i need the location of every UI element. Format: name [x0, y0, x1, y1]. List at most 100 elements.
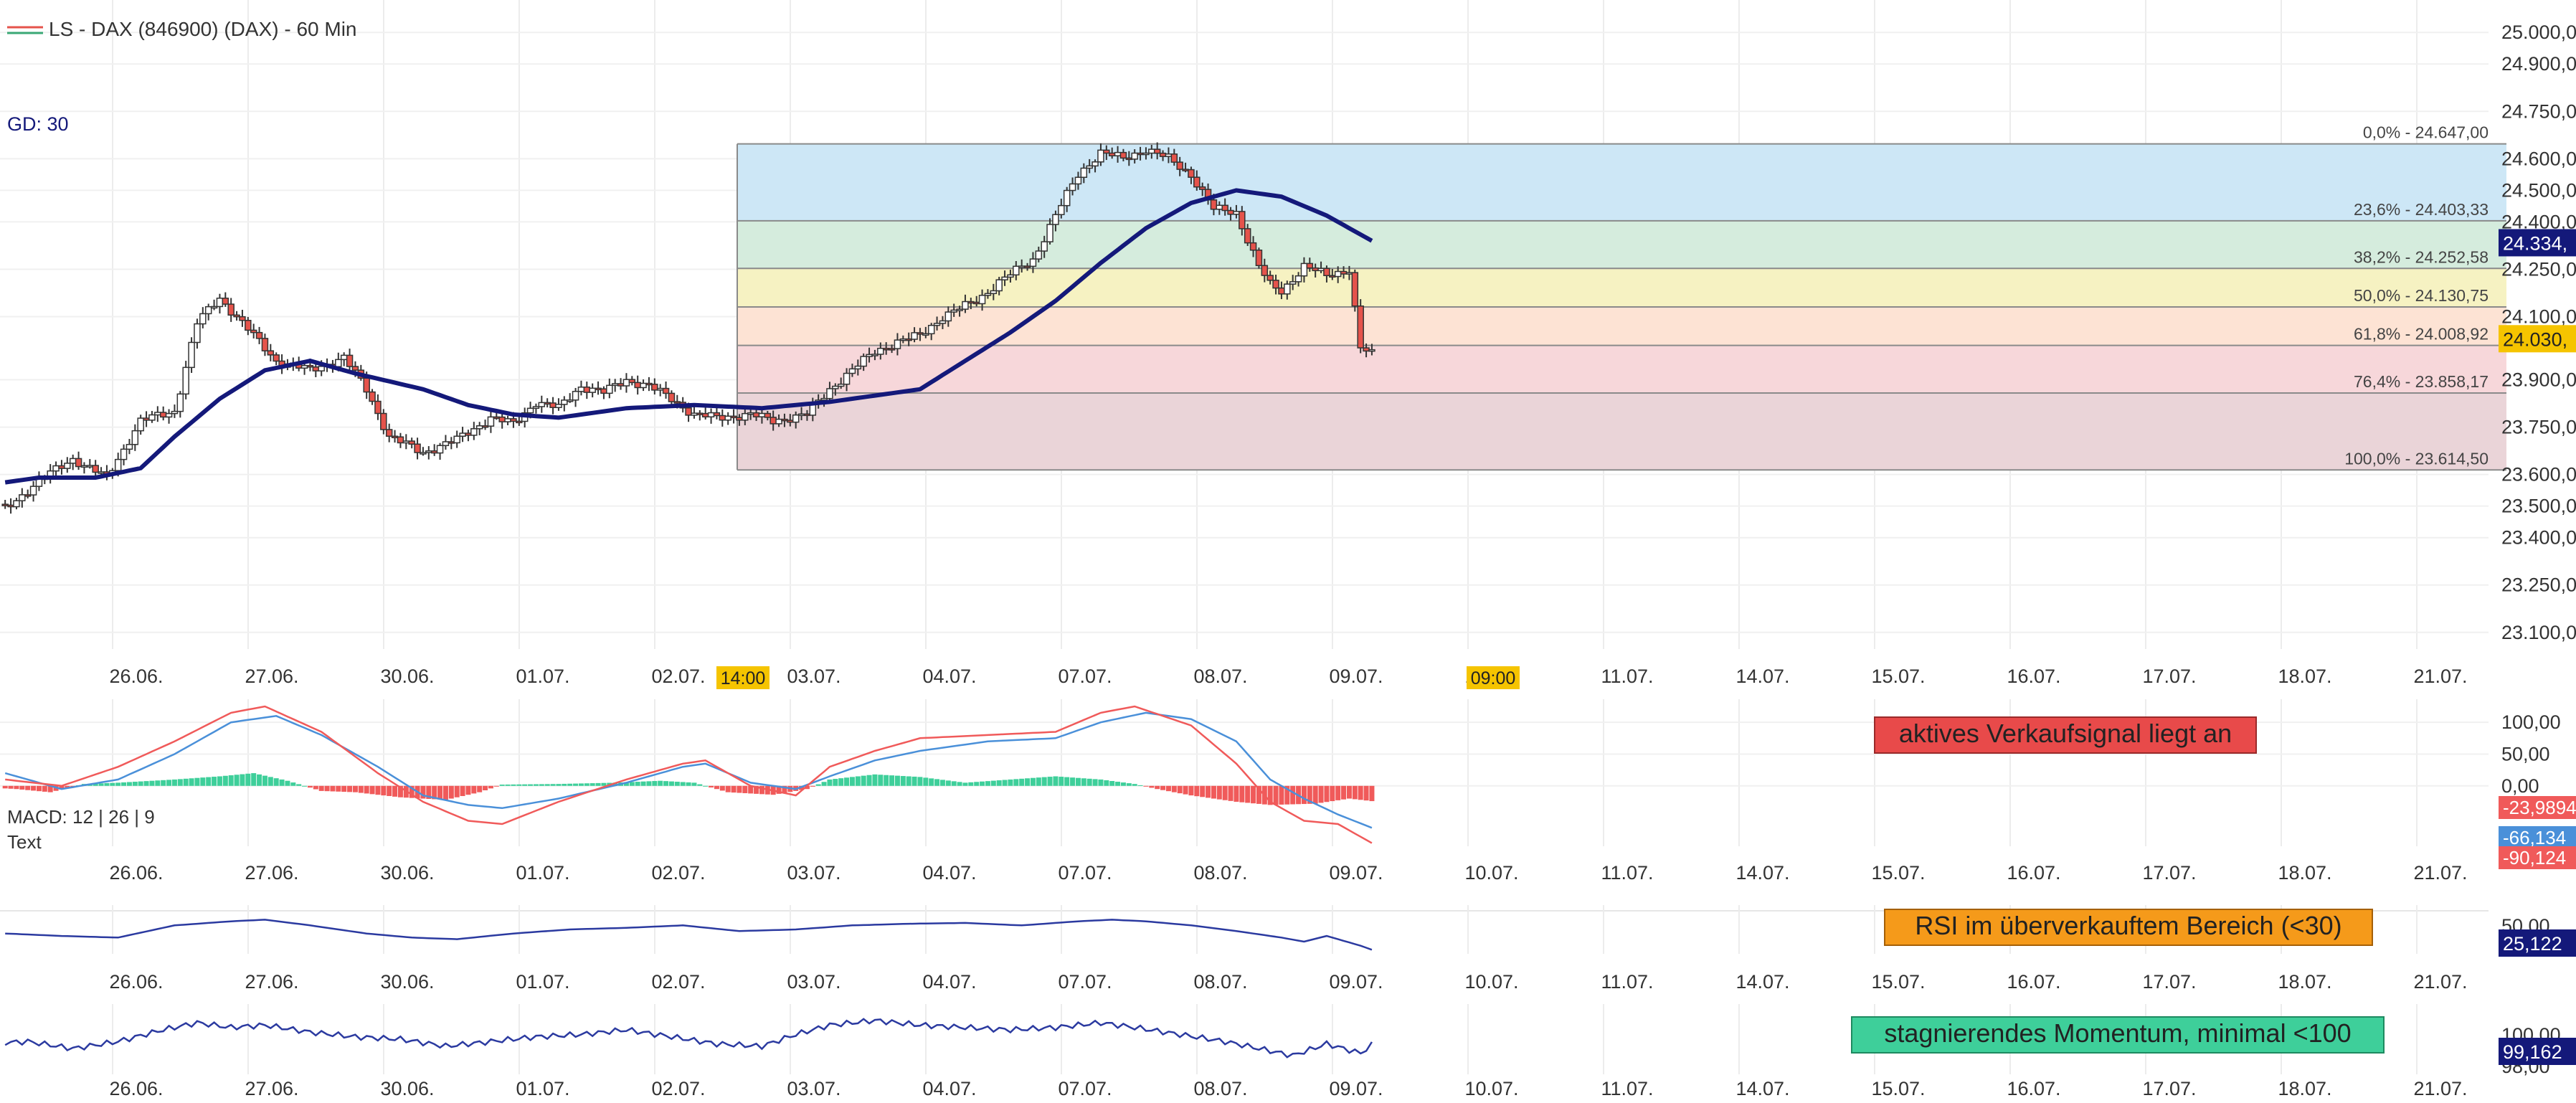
macd-histogram-bar: [838, 778, 844, 786]
candle-body: [1007, 274, 1014, 278]
x-tick-label: 02.07.: [651, 666, 705, 687]
candle-body: [92, 465, 99, 473]
macd-histogram-bar: [1030, 777, 1036, 786]
x-tick-label: 15.07.: [1871, 1078, 1925, 1099]
candle-body: [402, 440, 410, 444]
macd-histogram-bar: [217, 776, 222, 786]
candle-body: [1013, 265, 1020, 276]
candle-body: [414, 443, 421, 453]
x-tick-label: 10.07.: [1464, 971, 1518, 993]
candle-body: [24, 494, 32, 497]
macd-tick-label: 50,00: [2501, 743, 2550, 764]
macd-histogram-bar: [866, 775, 872, 786]
candle-body: [1363, 347, 1370, 352]
candle-body: [662, 387, 670, 394]
macd-histogram-bar: [1171, 785, 1177, 792]
candle-body: [261, 338, 269, 351]
macd-histogram-bar: [1081, 778, 1086, 786]
candle-body: [1092, 161, 1099, 167]
candle-body: [854, 365, 862, 370]
candle-body: [52, 465, 60, 472]
candle-body: [487, 416, 495, 427]
macd-histogram-bar: [59, 785, 65, 790]
candle-body: [1249, 242, 1257, 251]
macd-histogram-bar: [1070, 777, 1076, 786]
macd-histogram-bar: [330, 785, 336, 792]
current-price-text: 24.334,: [2503, 232, 2567, 254]
macd-histogram-bar: [505, 784, 511, 786]
rsi-annotation-text: RSI im überverkauftem Bereich (<30): [1915, 911, 2341, 940]
macd-annotation-text: aktives Verkaufsignal liegt an: [1899, 719, 2232, 748]
macd-value-badge: [2499, 846, 2576, 869]
candle-body: [792, 414, 800, 423]
candle-body: [98, 471, 105, 474]
x-tick-label: 07.07.: [1058, 666, 1112, 687]
macd-histogram-bar: [589, 783, 595, 786]
candle-body: [363, 377, 370, 393]
macd-sublabel: Text: [7, 831, 42, 853]
candle-body: [532, 406, 540, 410]
candle-body: [143, 417, 150, 421]
price-tick-label: 23.900,00: [2501, 369, 2576, 391]
x-tick-label: 10.07.: [1464, 862, 1518, 884]
candle-body: [1261, 265, 1269, 276]
x-tick-label: 01.07.: [516, 666, 569, 687]
macd-histogram-bar: [1330, 785, 1335, 802]
macd-histogram-bar: [629, 782, 635, 786]
macd-value-text: -23,9894: [2503, 797, 2576, 818]
macd-histogram-bar: [1301, 785, 1307, 805]
macd-histogram-bar: [1036, 777, 1041, 786]
macd-histogram-bar: [14, 785, 19, 790]
candle-body: [595, 387, 602, 391]
price-axis: 25.000,00 24.900,00 24.750,00 24.600,00 24.5…: [2499, 22, 2576, 643]
candle-body: [848, 368, 856, 374]
candle-body: [978, 295, 986, 305]
x-tick-label: 18.07.: [2278, 1078, 2331, 1099]
macd-histogram-bar: [810, 785, 815, 787]
macd-histogram-bar: [974, 782, 980, 786]
macd-histogram-bar: [900, 776, 906, 786]
candle-body: [267, 350, 275, 356]
macd-histogram-bar: [387, 785, 392, 796]
macd-histogram-bar: [47, 785, 53, 792]
candle-body: [250, 329, 257, 333]
macd-histogram-bar: [1245, 785, 1251, 803]
macd-histogram-bar: [121, 782, 127, 786]
fib-level-label: 61,8% - 24.008,92: [2354, 325, 2489, 344]
x-tick-label: 21.07.: [2413, 666, 2467, 687]
macd-histogram-bar: [980, 781, 985, 786]
macd-histogram-bar: [1137, 785, 1143, 786]
macd-histogram-bar: [1318, 785, 1324, 803]
macd-histogram-bar: [562, 783, 567, 786]
x-tick-label: 15.07.: [1871, 862, 1925, 884]
candle-body: [1306, 262, 1314, 269]
candle-body: [1018, 265, 1026, 268]
macd-histogram-bar: [194, 777, 200, 786]
momentum-annotation-text: stagnierendes Momentum, minimal <100: [1884, 1018, 2351, 1048]
macd-value-badge: [2499, 826, 2576, 849]
candle-body: [1046, 224, 1053, 242]
candle-body: [1289, 281, 1297, 285]
macd-histogram-bar: [567, 783, 573, 786]
candle-body: [1284, 283, 1291, 295]
macd-histogram-bar: [612, 782, 618, 786]
ma-label: GD: 30: [7, 113, 69, 135]
candle-body: [549, 402, 557, 408]
macd-histogram-bar: [668, 781, 674, 786]
macd-histogram-bar: [601, 782, 607, 786]
macd-histogram-bar: [1256, 785, 1261, 804]
macd-histogram-bar: [1008, 779, 1013, 786]
macd-histogram-bar: [432, 785, 437, 800]
candle-body: [148, 414, 156, 421]
x-tick-label: 14.07.: [1736, 971, 1789, 993]
candle-body: [194, 323, 201, 344]
candle-body: [972, 301, 980, 305]
candle-body: [1035, 250, 1043, 260]
candle-body: [1312, 267, 1319, 272]
macd-histogram-bar: [262, 775, 267, 786]
macd-histogram-bar: [1239, 785, 1245, 803]
macd-histogram-bar: [516, 784, 522, 786]
candle-body: [210, 306, 218, 309]
